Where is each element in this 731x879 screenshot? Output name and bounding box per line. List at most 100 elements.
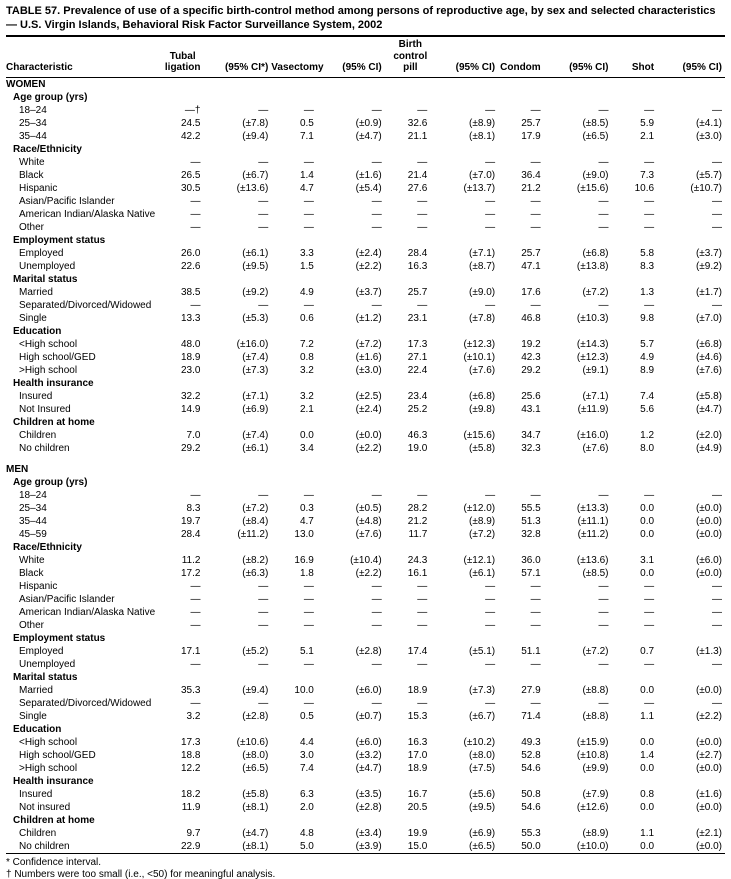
value-cell: 48.0 <box>180 338 201 350</box>
ci-cell: — <box>712 195 722 207</box>
ci-cell: (±5.2) <box>242 645 269 657</box>
row-label: No children <box>19 442 70 454</box>
row-label: No children <box>19 840 70 852</box>
ci-cell: (±4.6) <box>695 351 722 363</box>
value-cell: 32.6 <box>407 117 428 129</box>
value-cell: 4.7 <box>299 182 314 194</box>
ci-cell: (±0.0) <box>695 762 722 774</box>
ci-cell: — <box>258 221 269 233</box>
table-row: Other — — — — — — — — — — <box>6 619 725 632</box>
ci-cell: (±7.2) <box>582 645 609 657</box>
value-cell: 50.8 <box>521 788 541 800</box>
value-cell: — <box>644 619 655 631</box>
value-cell: — <box>530 489 541 501</box>
value-cell: 42.2 <box>180 130 201 142</box>
value-cell: 10.0 <box>294 684 314 696</box>
value-cell: 12.2 <box>180 762 201 774</box>
value-cell: 17.1 <box>180 645 201 657</box>
value-cell: 7.1 <box>299 130 314 142</box>
value-cell: — <box>303 580 314 592</box>
table-row: Unemployed 22.6 (±9.5) 1.5 (±2.2) 16.3 (±8.7) 4… <box>6 260 725 273</box>
ci-cell: (±9.4) <box>242 130 269 142</box>
value-cell: 17.2 <box>180 567 201 579</box>
column-header-label: (95% CI) <box>342 62 382 73</box>
ci-cell: — <box>371 658 382 670</box>
ci-cell: (±11.9) <box>577 403 609 415</box>
value-cell: 1.1 <box>640 710 655 722</box>
row-label: 18–24 <box>19 104 47 116</box>
value-cell: 11.9 <box>181 801 201 813</box>
group-header: Employment status <box>6 234 725 247</box>
table-row: No children 29.2 (±6.1) 3.4 (±2.2) 19.0 (±5.8)… <box>6 442 725 455</box>
value-cell: 32.2 <box>180 390 201 402</box>
column-header: (95% CI) <box>657 36 725 77</box>
ci-cell: (±2.2) <box>695 710 722 722</box>
value-cell: 15.3 <box>407 710 428 722</box>
table-row: High school/GED 18.9 (±7.4) 0.8 (±1.6) 27.1 (±… <box>6 351 725 364</box>
ci-cell: (±9.0) <box>582 169 609 181</box>
group-header-label: Education <box>13 723 62 735</box>
ci-cell: — <box>371 104 382 116</box>
value-cell: 10.6 <box>634 182 655 194</box>
column-header: Condom <box>498 36 544 77</box>
value-cell: — <box>530 221 541 233</box>
value-cell: — <box>303 156 314 168</box>
ci-cell: (±7.6) <box>355 528 382 540</box>
ci-cell: — <box>258 593 269 605</box>
ci-cell: (±0.0) <box>695 515 722 527</box>
ci-cell: (±7.2) <box>469 528 496 540</box>
value-cell: 50.0 <box>521 840 541 852</box>
group-header: Health insurance <box>6 377 725 390</box>
ci-cell: — <box>258 697 269 709</box>
row-label: >High school <box>19 364 78 376</box>
group-header: Age group (yrs) <box>6 476 725 489</box>
ci-cell: (±3.0) <box>695 130 722 142</box>
table-row: American Indian/Alaska Native — — — — — — — — — — <box>6 208 725 221</box>
value-cell: 25.7 <box>521 117 541 129</box>
ci-cell: (±4.7) <box>355 130 382 142</box>
ci-cell: — <box>258 658 269 670</box>
value-cell: 13.0 <box>294 528 314 540</box>
ci-cell: — <box>598 580 609 592</box>
value-cell: 57.1 <box>521 567 541 579</box>
table-row: Single 13.3 (±5.3) 0.6 (±1.2) 23.1 (±7.8) 46.8 (… <box>6 312 725 325</box>
column-header-label: (95% CI) <box>569 62 609 73</box>
value-cell: 21.2 <box>521 182 541 194</box>
ci-cell: — <box>712 580 722 592</box>
value-cell: 29.2 <box>521 364 541 376</box>
value-cell: — <box>417 156 428 168</box>
value-cell: — <box>644 658 655 670</box>
value-cell: 7.4 <box>299 762 314 774</box>
ci-cell: (±0.0) <box>695 684 722 696</box>
ci-cell: — <box>371 489 382 501</box>
ci-cell: (±5.1) <box>469 645 496 657</box>
table-row: Married 38.5 (±9.2) 4.9 (±3.7) 25.7 (±9.0) 17.6… <box>6 286 725 299</box>
ci-cell: — <box>598 221 609 233</box>
group-header: Race/Ethnicity <box>6 143 725 156</box>
ci-cell: (±0.0) <box>695 567 722 579</box>
ci-cell: (±3.5) <box>355 788 382 800</box>
row-label: Married <box>19 684 53 696</box>
value-cell: 5.0 <box>299 840 314 852</box>
ci-cell: (±15.6) <box>463 429 496 441</box>
column-header: Vasectomy <box>271 36 323 77</box>
row-label: Children <box>19 827 57 839</box>
section-header: MEN <box>6 455 725 476</box>
ci-cell: (±7.4) <box>242 429 269 441</box>
ci-cell: (±7.1) <box>469 247 496 259</box>
row-label: Black <box>19 567 44 579</box>
ci-cell: (±6.1) <box>469 567 496 579</box>
value-cell: 1.4 <box>640 749 655 761</box>
group-header-label: Health insurance <box>13 377 94 389</box>
column-header-label: Vasectomy <box>271 62 324 73</box>
value-cell: — <box>190 195 201 207</box>
table-row: 45–59 28.4 (±11.2) 13.0 (±7.6) 11.7 (±7.2) 32.8… <box>6 528 725 541</box>
table-row: >High school 23.0 (±7.3) 3.2 (±3.0) 22.4 (±7.6… <box>6 364 725 377</box>
ci-cell: — <box>712 697 722 709</box>
row-label: Separated/Divorced/Widowed <box>19 299 152 311</box>
value-cell: 5.8 <box>640 247 655 259</box>
value-cell: 55.5 <box>521 502 541 514</box>
value-cell: 7.2 <box>299 338 314 350</box>
ci-cell: (±0.5) <box>355 502 382 514</box>
